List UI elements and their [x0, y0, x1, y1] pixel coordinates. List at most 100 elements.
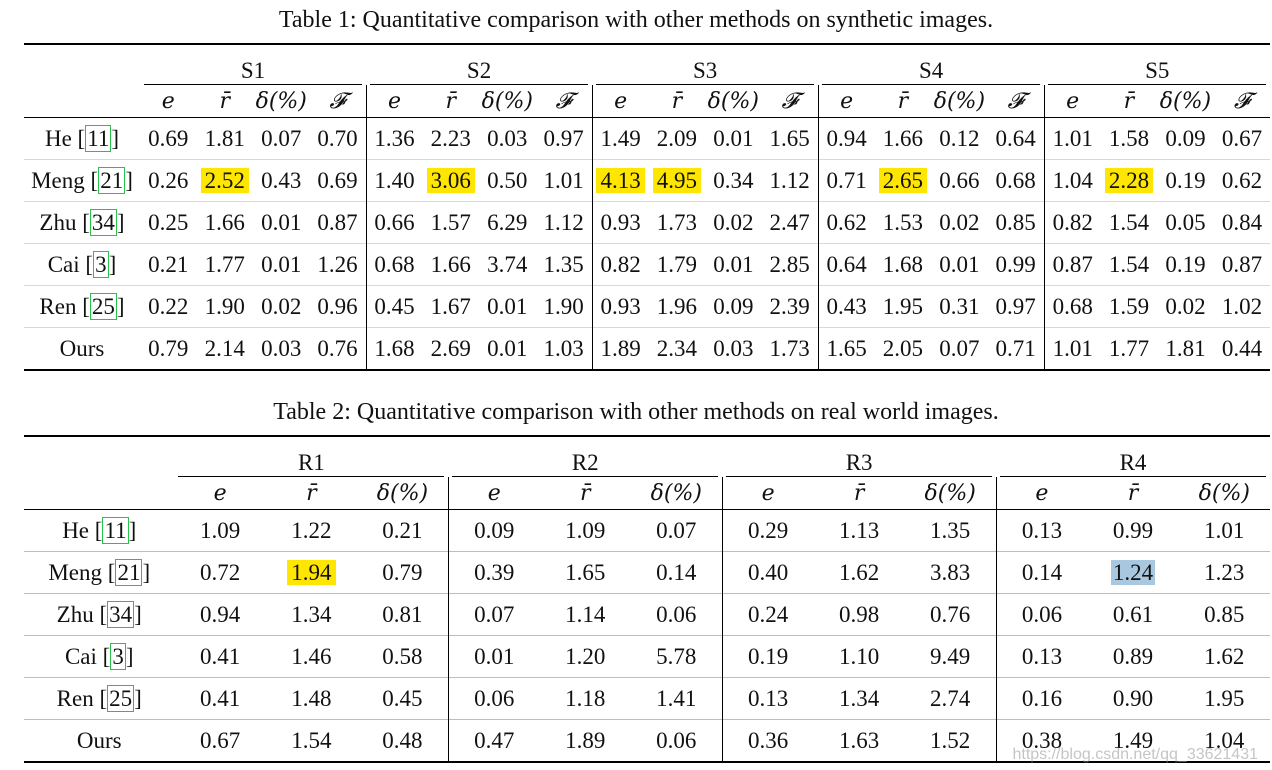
value-cell: 1.03 [535, 327, 593, 371]
value-cell: 1.49 [1087, 719, 1179, 763]
value: 0.94 [199, 601, 241, 627]
value: 1.59 [1108, 293, 1150, 319]
method-cell: Zhu [34] [24, 593, 175, 636]
value: 0.09 [1165, 125, 1206, 151]
group-header: S2 [366, 43, 593, 85]
value: 0.69 [317, 167, 358, 193]
value-cell: 1.81 [1157, 327, 1214, 371]
value: 0.25 [148, 209, 189, 235]
table2: R1 R2 R3 R4 e r̄ δ(%) e r̄ δ(%) e r̄ δ(%) e r̄ δ(%) He [… [24, 435, 1270, 763]
value-cell: 1.67 [422, 285, 480, 328]
value-cell: 1.36 [365, 117, 423, 160]
value-cell: 1.10 [813, 635, 905, 678]
value-cell: 0.21 [140, 243, 197, 286]
metric-header: δ(%) [707, 88, 759, 114]
value: 1.73 [656, 209, 697, 235]
watermark: https://blog.csdn.net/qq_33621431 [1012, 746, 1258, 763]
value-cell: 0.69 [140, 117, 197, 160]
value-cell: 1.95 [1178, 677, 1270, 720]
value: 0.05 [1165, 209, 1206, 235]
value-cell: 3.83 [904, 551, 997, 594]
metric-header: e [213, 480, 227, 506]
value: 1.49 [1112, 727, 1154, 753]
value-cell: 0.84 [1213, 201, 1271, 244]
value-cell: 0.93 [591, 201, 649, 244]
value: 1.90 [204, 293, 245, 319]
group-label: R2 [571, 450, 599, 475]
value: 0.14 [1021, 559, 1063, 585]
value-cell: 1.34 [265, 593, 358, 636]
value: 2.23 [430, 125, 471, 151]
value: 0.02 [713, 209, 754, 235]
value: 0.21 [382, 517, 423, 543]
value-cell: 0.34 [705, 159, 762, 202]
value: 0.03 [713, 335, 754, 361]
value: 1.35 [543, 251, 584, 277]
value: 0.89 [1112, 643, 1154, 669]
citation-link[interactable]: 25 [107, 684, 135, 712]
citation-link[interactable]: 25 [89, 292, 117, 320]
method-cell: Ren [25] [24, 677, 175, 720]
citation-link[interactable]: 11 [85, 124, 112, 152]
value-cell: 1.54 [1100, 201, 1158, 244]
value-cell: 0.06 [995, 593, 1088, 636]
value-cell: 0.71 [817, 159, 875, 202]
value-cell: 0.09 [447, 509, 540, 552]
value: 1.23 [1204, 559, 1245, 585]
value: 0.01 [713, 125, 754, 151]
value-cell: 0.62 [817, 201, 875, 244]
value: 0.67 [1221, 125, 1263, 151]
value: 0.82 [600, 251, 641, 277]
table-row: Ours 0.79 2.14 0.03 0.76 1.68 2.69 0.01 1.03 1.89… [24, 327, 1271, 371]
value-cell: 0.68 [1043, 285, 1101, 328]
metric-header: e [591, 85, 649, 118]
method-name: He [62, 517, 90, 543]
table1-caption: Table 1: Quantitative comparison with ot… [278, 7, 994, 33]
value: 0.64 [826, 251, 867, 277]
value: 0.01 [939, 251, 980, 277]
value: 0.34 [713, 167, 754, 193]
value-cell: 0.06 [630, 593, 723, 636]
value-cell: 0.40 [721, 551, 814, 594]
value-cell: 0.98 [813, 593, 905, 636]
value: 0.61 [1112, 601, 1154, 627]
value: 0.26 [148, 167, 189, 193]
citation-link[interactable]: 34 [89, 208, 117, 236]
citation-link[interactable]: 11 [102, 516, 129, 544]
value-cell: 0.01 [479, 285, 536, 328]
value-cell: 1.09 [174, 509, 266, 552]
citation-link[interactable]: 34 [107, 600, 135, 628]
group-label: R1 [297, 450, 325, 475]
method-cell: Ours [24, 327, 140, 371]
method-name: Cai [64, 643, 97, 669]
citation-link[interactable]: 3 [93, 250, 109, 278]
value-cell: 1.62 [813, 551, 905, 594]
value-cell: 0.43 [817, 285, 875, 328]
value: 2.85 [769, 251, 810, 277]
value-cell: 0.72 [174, 551, 266, 594]
citation-link[interactable]: 3 [110, 642, 126, 670]
citation-link[interactable]: 21 [115, 558, 143, 586]
value-cell: 1.12 [535, 201, 593, 244]
metric-header: r̄ [671, 88, 683, 114]
metric-header: e [1043, 85, 1101, 118]
group-header: S5 [1044, 43, 1271, 85]
corner-cell [24, 43, 140, 85]
value-cell: 1.02 [1213, 285, 1271, 328]
value-cell: 0.01 [479, 327, 536, 371]
metric-header: δ(%) [924, 480, 976, 506]
value-cell: 0.82 [591, 243, 649, 286]
value-cell: 0.01 [931, 243, 988, 286]
citation-link[interactable]: 21 [98, 166, 126, 194]
group-header: R1 [174, 435, 449, 477]
metric-header: r̄ [853, 480, 865, 506]
value: 1.68 [374, 335, 415, 361]
value-cell: 0.03 [705, 327, 762, 371]
value-cell: 0.02 [253, 285, 310, 328]
value-cell: 1.96 [648, 285, 706, 328]
value: 0.29 [747, 517, 789, 543]
value: 0.43 [261, 167, 302, 193]
value-cell: 0.81 [357, 593, 449, 636]
corner-cell [24, 85, 140, 118]
value: 0.43 [826, 293, 867, 319]
